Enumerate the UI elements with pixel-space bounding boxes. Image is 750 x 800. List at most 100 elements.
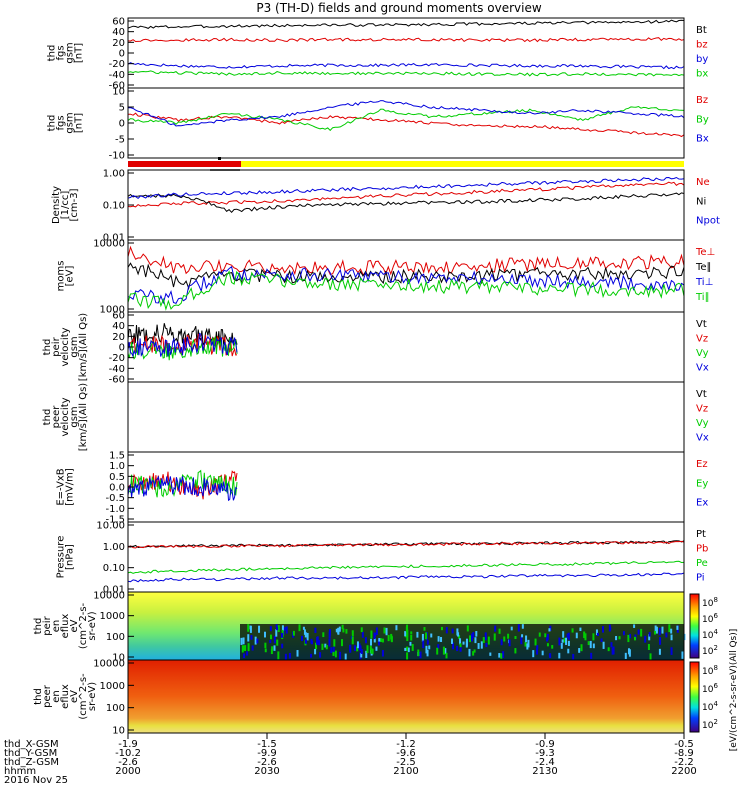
series-line-bx xyxy=(127,70,685,77)
y-tick-label: -1.0 xyxy=(105,504,125,515)
spectrogram-speckle xyxy=(579,627,582,632)
y-axis-label: (cm^2-s- xyxy=(78,602,89,649)
spectrogram-speckle xyxy=(572,653,575,662)
spectrogram-speckle xyxy=(514,636,517,640)
ephemeris-value: 2200 xyxy=(671,766,696,777)
y-tick-label: 60 xyxy=(112,17,125,28)
y-axis-label: E=-VxB xyxy=(56,468,67,505)
colorbar-tick-exponent: 4 xyxy=(713,628,718,636)
spectrogram-speckle xyxy=(532,650,535,658)
spectrogram-speckle xyxy=(405,647,408,652)
y-tick-label: 1.00 xyxy=(103,542,125,553)
spectrogram-speckle xyxy=(370,638,373,646)
y-axis-label: [km/s](All Qs) xyxy=(78,383,89,451)
spectrogram-speckle xyxy=(607,647,610,652)
spectrogram-speckle xyxy=(281,625,284,632)
spectrogram-speckle xyxy=(247,634,250,642)
spectrogram-speckle xyxy=(406,652,409,660)
spectrogram-speckle xyxy=(521,624,524,629)
y-axis-label: gsm xyxy=(69,406,80,427)
spectrogram-speckle xyxy=(595,629,598,636)
colorbar-tick-label: 102 xyxy=(702,644,718,657)
spectrogram-speckle xyxy=(328,631,331,639)
spectrogram-speckle xyxy=(292,630,295,636)
spectrogram-speckle xyxy=(332,646,335,652)
spectrogram-speckle xyxy=(462,641,465,645)
y-tick-label: -5 xyxy=(115,135,125,146)
series-line-By xyxy=(127,105,685,132)
spectrogram-speckle xyxy=(404,631,407,637)
spectrogram-speckle xyxy=(665,632,668,638)
spectrogram-speckle xyxy=(498,653,501,658)
spectrogram-speckle xyxy=(321,643,324,650)
colorbar-tick-label: 104 xyxy=(702,628,718,641)
y-tick-label: 40 xyxy=(112,321,125,332)
spectrogram-speckle xyxy=(437,636,440,642)
legend-entry-bz: bz xyxy=(696,40,708,51)
spectrogram-speckle xyxy=(445,652,448,659)
series-line-Ni xyxy=(127,192,685,214)
spectrogram-speckle xyxy=(482,637,485,643)
spectrogram-speckle xyxy=(337,628,340,635)
y-tick-label: 1000 xyxy=(100,611,125,622)
spectrogram-speckle xyxy=(602,641,605,649)
series-line-Ti⊥ xyxy=(127,265,685,305)
figure-title: P3 (TH-D) fields and ground moments over… xyxy=(256,1,541,15)
spectrogram-speckle xyxy=(670,628,673,634)
y-tick-label: 10 xyxy=(112,726,125,737)
legend-entry-Ey: Ey xyxy=(696,478,708,489)
spectrogram-speckle xyxy=(358,643,361,650)
y-tick-label: 60 xyxy=(112,311,125,322)
legend-entry-Ti⊥: Ti⊥ xyxy=(695,277,713,288)
spectrogram-speckle xyxy=(360,649,363,654)
colorbar-tick-exponent: 2 xyxy=(713,718,717,726)
y-axis-label: sr-eV) xyxy=(87,682,98,711)
ephemeris-value: -1.2 xyxy=(396,739,416,750)
spectrogram-speckle xyxy=(360,652,363,658)
series-line-Vx xyxy=(127,332,238,358)
spectrogram-speckle xyxy=(526,643,529,650)
legend-entry-Vz: Vz xyxy=(696,404,708,415)
spectrogram-speckle xyxy=(264,648,267,653)
spectrogram-speckle xyxy=(578,648,581,653)
colorbar xyxy=(689,593,700,659)
spectrogram-speckle xyxy=(375,627,378,635)
spectrogram-speckle xyxy=(269,639,272,644)
y-axis-label: [nT] xyxy=(74,43,85,63)
y-axis-label: [nPa] xyxy=(65,544,76,570)
legend-entry-Vt: Vt xyxy=(696,389,707,400)
series-line-Pb xyxy=(127,540,685,549)
spectrogram-speckle xyxy=(425,645,428,654)
spectrogram-speckle xyxy=(356,646,359,652)
colorbar-tick-exponent: 4 xyxy=(713,700,718,708)
spectrogram-speckle xyxy=(325,645,328,650)
spectrogram-speckle xyxy=(655,626,658,634)
spectrogram-speckle xyxy=(365,650,368,658)
spectrogram-speckle xyxy=(648,632,651,637)
spectrogram-speckle xyxy=(487,636,490,645)
spectrogram-speckle xyxy=(534,638,537,646)
spectrogram-speckle xyxy=(525,635,528,643)
panel-peer-eflux: 10000 1000 100 10 thdpeerenefluxeV(cm^2-s-sr… xyxy=(33,659,685,737)
y-tick-label: 0.10 xyxy=(103,201,125,212)
spectrogram-speckle xyxy=(375,646,378,651)
spectrogram-speckle xyxy=(541,650,544,656)
spectrogram-speckle xyxy=(281,632,284,638)
panels: 6040200-20-40-60thdfgsgsm[nT]Btbzbybx105… xyxy=(33,17,720,737)
spectrogram-speckle xyxy=(514,648,517,654)
spectrogram-speckle xyxy=(466,625,469,632)
spectrogram-speckle xyxy=(381,638,384,643)
spectrogram-speckle xyxy=(600,638,603,642)
panel-moments-temperature: 10000 1000 moms[eV] Te⊥ Te∥ Ti⊥ Ti∥ xyxy=(56,239,716,316)
spectrogram-speckle xyxy=(254,636,257,645)
y-axis-label: thd xyxy=(33,688,44,705)
spectrogram-speckle xyxy=(273,645,276,651)
spectrogram-speckle xyxy=(275,629,278,637)
spectrogram-speckle xyxy=(571,628,574,633)
spectrogram-speckle xyxy=(425,632,428,640)
series-line-Ne xyxy=(127,181,685,208)
spectrogram-speckle xyxy=(334,650,337,658)
y-tick-label: 0.5 xyxy=(109,472,125,483)
spectrogram-speckle xyxy=(440,636,443,642)
